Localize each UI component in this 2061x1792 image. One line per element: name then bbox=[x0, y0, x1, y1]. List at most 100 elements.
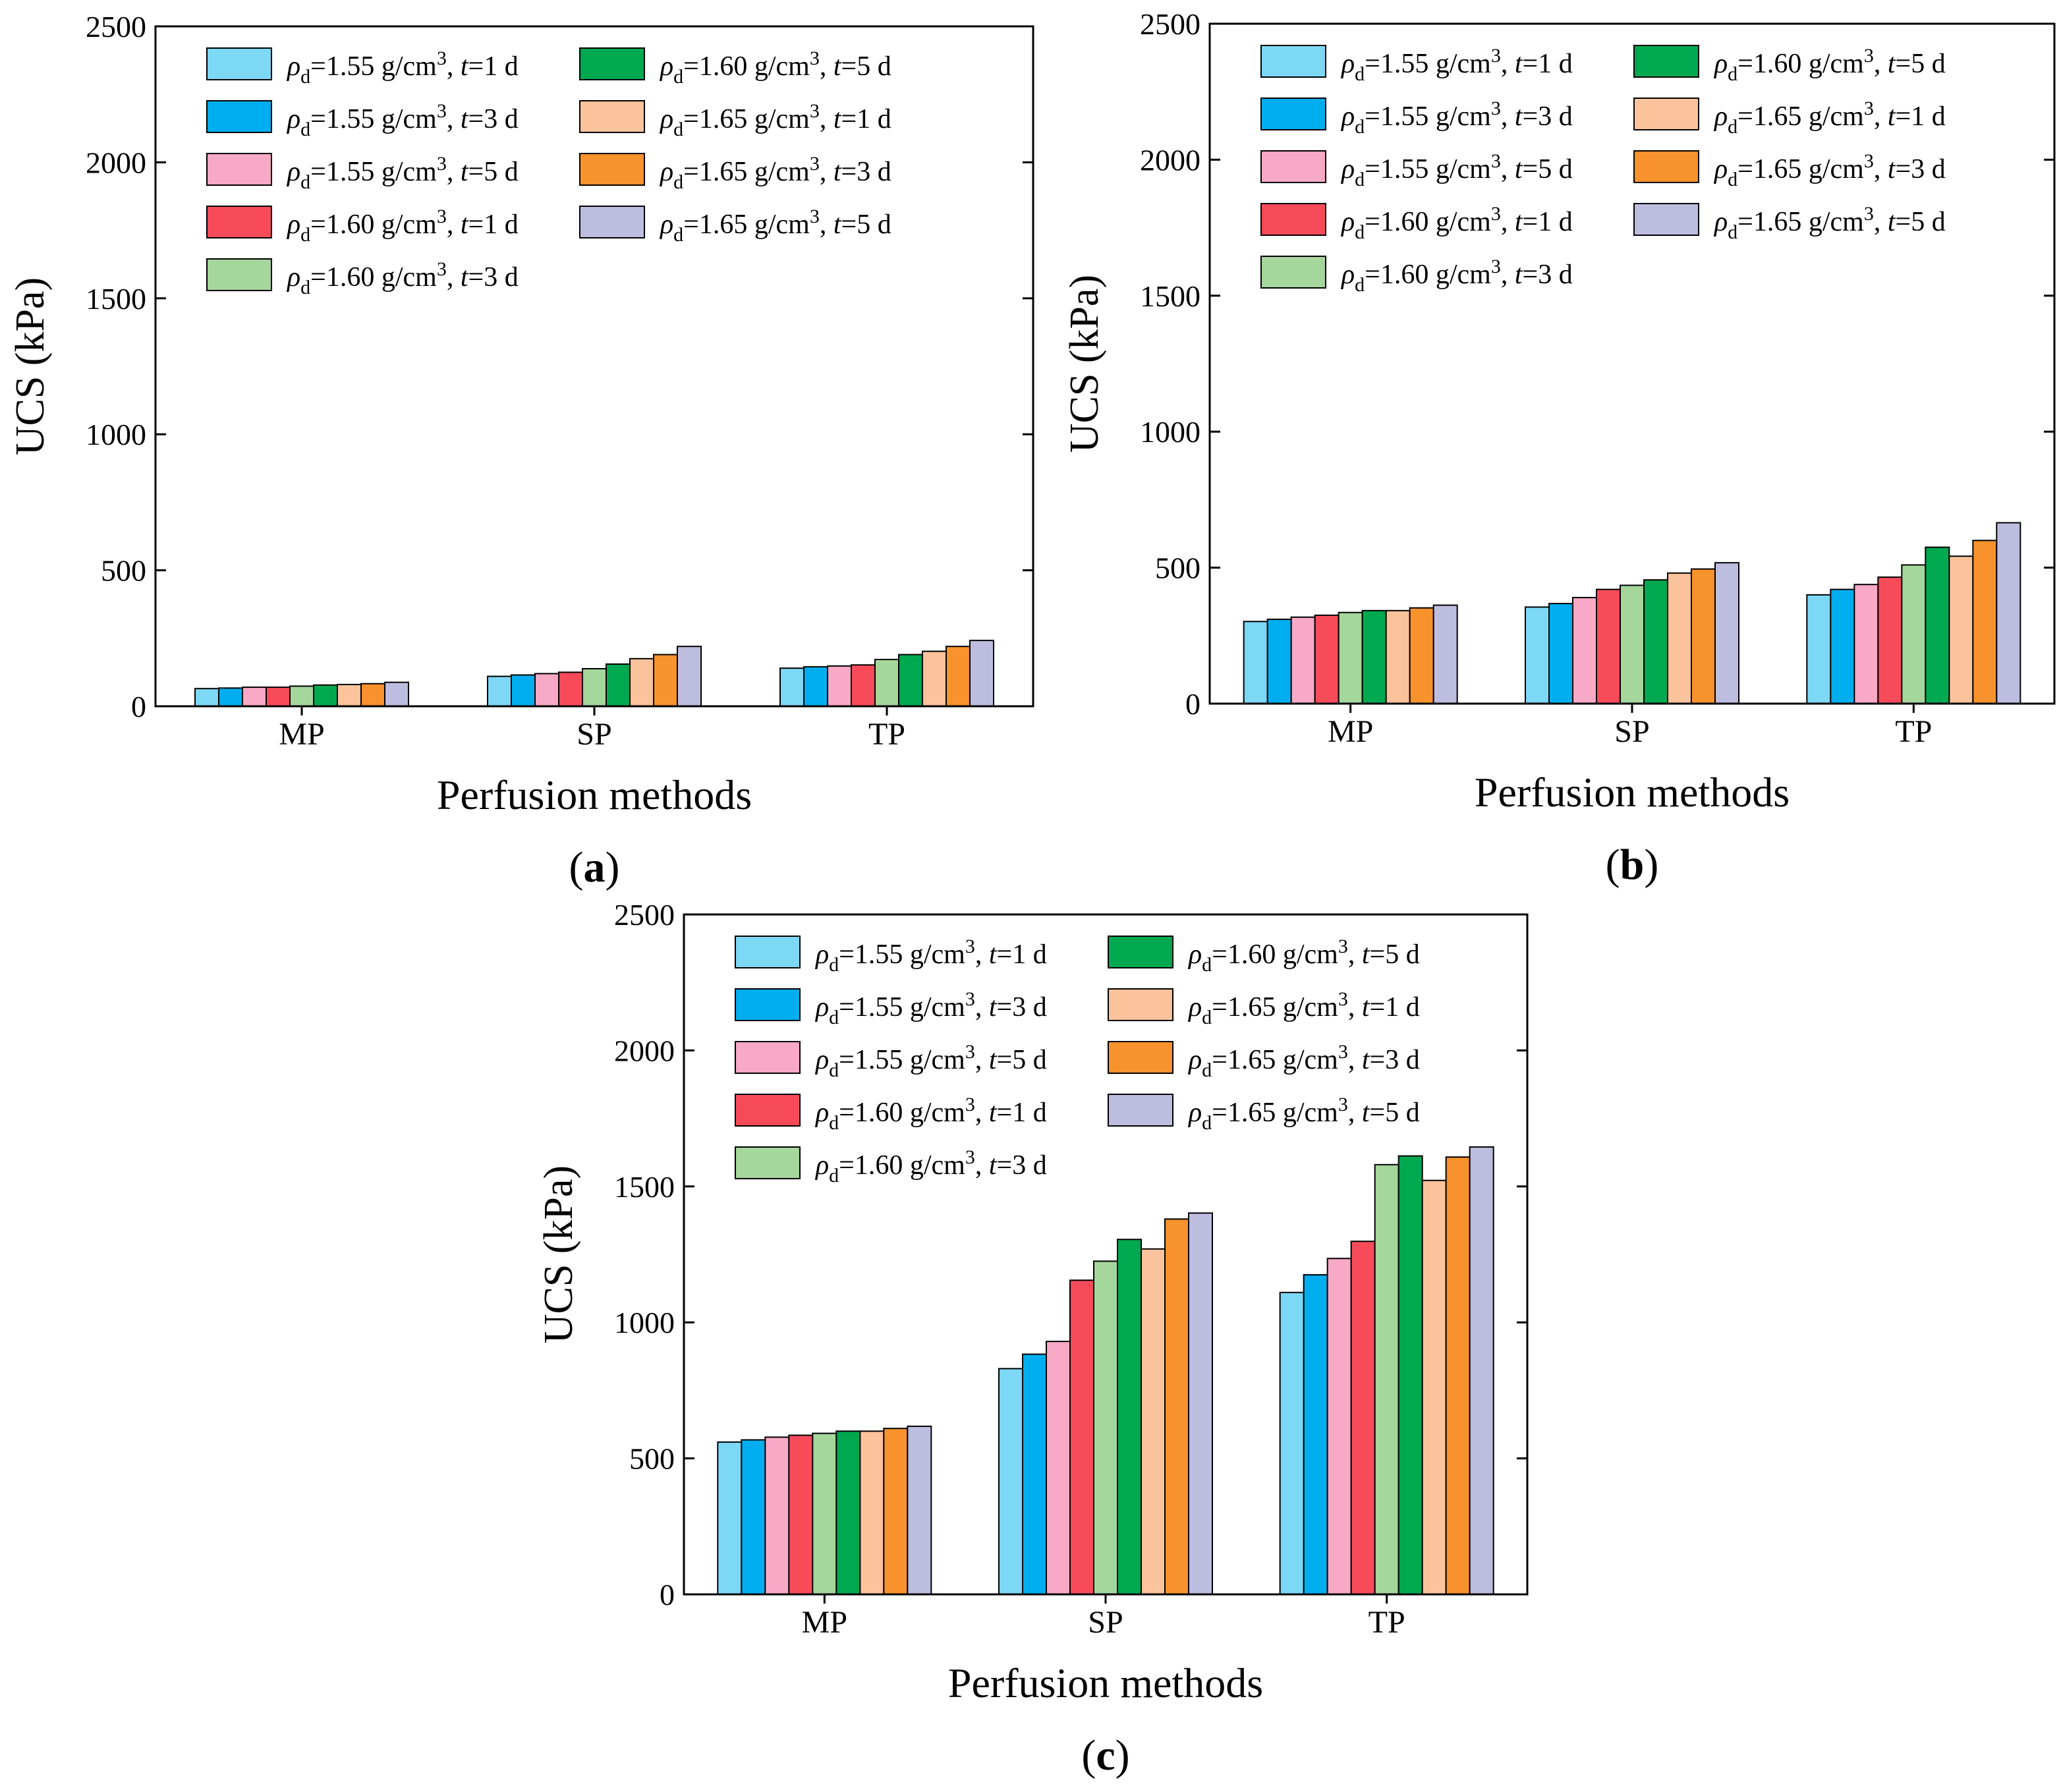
legend-density: 1.55 g/cm bbox=[326, 104, 437, 134]
bar-tp-series-3 bbox=[1853, 584, 1879, 704]
bar-mp-series-8 bbox=[360, 683, 385, 707]
bar-mp-series-9 bbox=[384, 681, 409, 707]
legend-swatch bbox=[1633, 150, 1699, 183]
bar-sp-series-1 bbox=[998, 1368, 1023, 1595]
legend-time: 5 d bbox=[857, 51, 891, 82]
legend-cube: 3 bbox=[1491, 45, 1501, 67]
bar-mp-series-8 bbox=[1409, 607, 1434, 704]
bar-sp-series-7 bbox=[1141, 1248, 1166, 1595]
plot-frame bbox=[154, 25, 1034, 708]
legend-label: ρd=1.55 g/cm3, t=5 d bbox=[286, 153, 519, 193]
legend-cube: 3 bbox=[1338, 1094, 1348, 1115]
legend-time: 3 d bbox=[1538, 101, 1573, 132]
legend-item-6: ρd=1.60 g/cm3, t=5 d bbox=[579, 47, 891, 88]
legend-rho-sub: d bbox=[1202, 1059, 1212, 1081]
panel-label-letter: c bbox=[1096, 1731, 1115, 1779]
legend-equals: = bbox=[839, 939, 855, 970]
legend-rho-sub: d bbox=[673, 66, 683, 88]
legend-sep: , bbox=[1874, 154, 1888, 184]
legend-equals: = bbox=[1370, 992, 1386, 1022]
legend-label: ρd=1.60 g/cm3, t=3 d bbox=[814, 1146, 1047, 1187]
legend-density: 1.60 g/cm bbox=[1228, 939, 1338, 970]
legend-t: t bbox=[1515, 101, 1523, 132]
legend-cube: 3 bbox=[1491, 98, 1501, 119]
legend-item-3: ρd=1.55 g/cm3, t=5 d bbox=[206, 153, 519, 193]
legend-t: t bbox=[1888, 154, 1896, 184]
legend-rho: ρ bbox=[286, 104, 300, 134]
legend-item-7: ρd=1.65 g/cm3, t=1 d bbox=[1633, 98, 1946, 138]
bar-mp-series-7 bbox=[859, 1430, 885, 1596]
legend-swatch bbox=[206, 153, 272, 186]
bar-mp-series-2 bbox=[741, 1439, 766, 1595]
legend-sep: , bbox=[820, 51, 833, 82]
legend-equals: = bbox=[1523, 101, 1539, 132]
legend-t: t bbox=[833, 51, 842, 82]
legend-time: 5 d bbox=[1012, 1045, 1047, 1075]
legend-equals: = bbox=[310, 104, 326, 134]
bar-tp-series-9 bbox=[1469, 1146, 1494, 1595]
legend-cube: 3 bbox=[1338, 936, 1348, 957]
bar-tp-series-6 bbox=[1925, 546, 1950, 705]
legend-density: 1.60 g/cm bbox=[1753, 49, 1864, 79]
y-axis-title: UCS (kPa) bbox=[536, 1165, 581, 1343]
legend-time: 5 d bbox=[484, 157, 519, 187]
legend-equals: = bbox=[1212, 1098, 1228, 1128]
legend-equals: = bbox=[1212, 939, 1228, 970]
legend-cube: 3 bbox=[437, 47, 447, 69]
legend-label: ρd=1.60 g/cm3, t=1 d bbox=[286, 206, 519, 246]
legend-time: 3 d bbox=[484, 262, 519, 293]
legend-swatch bbox=[206, 258, 272, 291]
legend-equals: = bbox=[1212, 992, 1228, 1022]
bar-mp-series-4 bbox=[1314, 614, 1340, 705]
bar-mp-series-5 bbox=[289, 685, 314, 707]
legend-label: ρd=1.60 g/cm3, t=1 d bbox=[814, 1094, 1047, 1134]
legend-time: 3 d bbox=[484, 104, 519, 134]
legend-equals: = bbox=[310, 210, 326, 240]
legend-item-4: ρd=1.60 g/cm3, t=1 d bbox=[735, 1094, 1047, 1134]
legend-density: 1.60 g/cm bbox=[1380, 260, 1491, 290]
legend-density: 1.60 g/cm bbox=[855, 1150, 965, 1181]
legend-rho: ρ bbox=[1340, 49, 1355, 79]
chart-panel-a: MP SP TP 0 500 1000 1500 2000 2500 UCS (kPa) Perfu… bbox=[8, 10, 1034, 891]
legend-density: 1.65 g/cm bbox=[1228, 1098, 1338, 1128]
legend-time: 1 d bbox=[1538, 207, 1573, 237]
legend-item-6: ρd=1.60 g/cm3, t=5 d bbox=[1633, 45, 1946, 85]
bar-tp-series-5 bbox=[874, 658, 899, 708]
legend-cube: 3 bbox=[810, 47, 820, 69]
y-tick-label: 2000 bbox=[614, 1034, 675, 1067]
legend-equals: = bbox=[1365, 154, 1380, 184]
legend-sep: , bbox=[820, 210, 833, 240]
bar-sp-series-9 bbox=[1188, 1212, 1213, 1595]
bar-sp-series-4 bbox=[558, 671, 583, 708]
bar-sp-series-6 bbox=[1117, 1239, 1142, 1595]
legend-cube: 3 bbox=[437, 258, 447, 280]
legend-cube: 3 bbox=[965, 1041, 975, 1063]
legend-time: 5 d bbox=[1385, 939, 1420, 970]
y-tick-label: 1000 bbox=[614, 1306, 675, 1339]
legend-swatch bbox=[579, 100, 645, 133]
legend: ρd=1.55 g/cm3, t=1 dρd=1.55 g/cm3, t=3 d… bbox=[735, 936, 1420, 1187]
legend-item-6: ρd=1.60 g/cm3, t=5 d bbox=[1108, 936, 1420, 976]
y-tick-label: 2500 bbox=[1140, 7, 1200, 41]
chart-panel-b: MP SP TP 0 500 1000 1500 2000 2500 UCS (kPa) Perfu… bbox=[1062, 7, 2056, 889]
legend-time: 3 d bbox=[1538, 260, 1573, 290]
legend-time: 1 d bbox=[1012, 1098, 1047, 1128]
legend-sep: , bbox=[1501, 49, 1515, 79]
legend-swatch bbox=[1108, 1041, 1173, 1074]
legend-time: 3 d bbox=[857, 157, 891, 187]
legend-rho-sub: d bbox=[829, 1112, 839, 1134]
legend-equals: = bbox=[1370, 939, 1386, 970]
panel-label-close: ) bbox=[1115, 1731, 1130, 1779]
bar-mp-series-2 bbox=[1266, 619, 1292, 704]
legend-equals: = bbox=[841, 210, 857, 240]
legend-time: 3 d bbox=[1012, 992, 1047, 1022]
legend-t: t bbox=[1515, 154, 1523, 184]
legend-density: 1.65 g/cm bbox=[699, 210, 810, 240]
legend-item-7: ρd=1.65 g/cm3, t=1 d bbox=[1108, 988, 1420, 1028]
legend-item-9: ρd=1.65 g/cm3, t=5 d bbox=[1633, 203, 1946, 243]
legend-cube: 3 bbox=[1864, 203, 1874, 225]
legend-cube: 3 bbox=[437, 153, 447, 175]
y-tick-label: 500 bbox=[101, 554, 146, 588]
legend-time: 1 d bbox=[857, 104, 891, 134]
legend-label: ρd=1.55 g/cm3, t=5 d bbox=[814, 1041, 1047, 1081]
